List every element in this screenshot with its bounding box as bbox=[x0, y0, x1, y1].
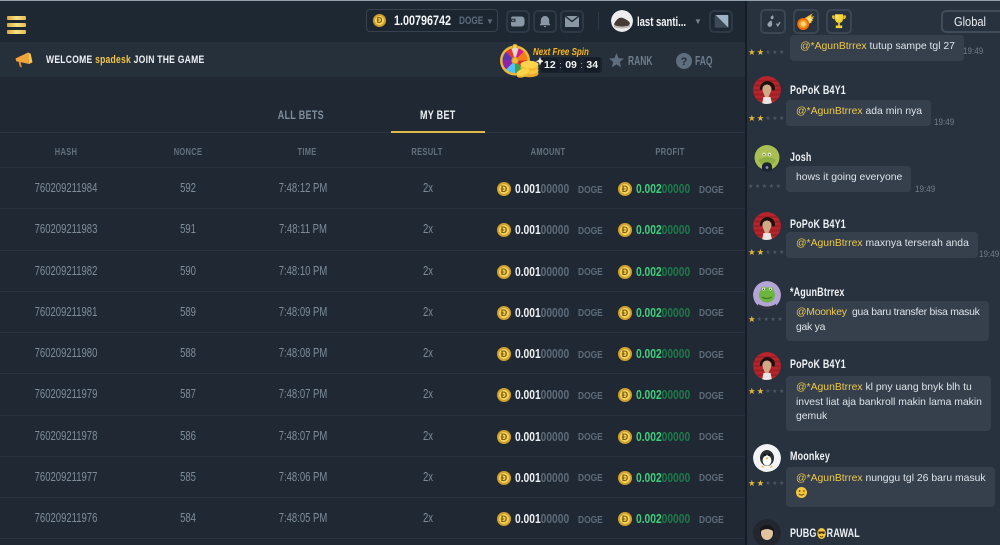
svg-text:?: ? bbox=[681, 56, 688, 68]
